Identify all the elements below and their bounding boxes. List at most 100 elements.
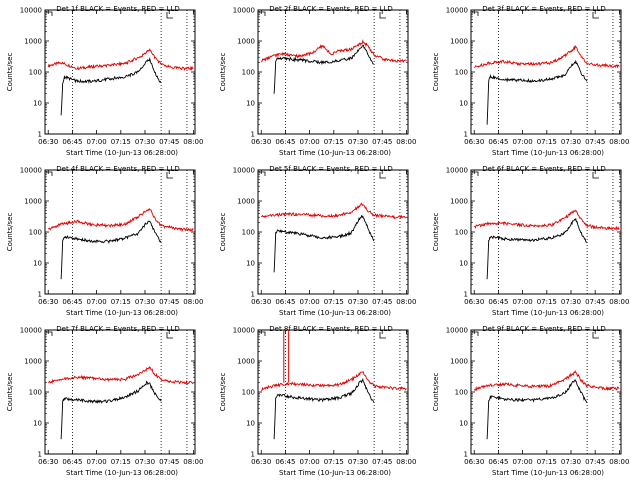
- bracket-mark: [259, 331, 266, 336]
- y-tick-label: 1: [251, 451, 255, 459]
- detector-panel-3: Det 3f BLACK = Events, RED = LLD Counts/s…: [432, 5, 629, 157]
- lld-series-line: [261, 39, 407, 64]
- y-tick-label: 10000: [233, 167, 255, 175]
- panel-title: Det 3f BLACK = Events, RED = LLD: [482, 5, 605, 13]
- y-tick-label: 1: [38, 451, 42, 459]
- x-tick-label: 07:45: [159, 458, 179, 466]
- y-tick-label: 10: [459, 260, 468, 268]
- detector-panel-1: Det 1f BLACK = Events, RED = LLD Counts/s…: [6, 5, 203, 157]
- panel-title: Det 7f BLACK = Events, RED = LLD: [56, 325, 179, 333]
- events-series-line: [273, 214, 375, 273]
- x-tick-label: 08:00: [396, 138, 416, 146]
- y-axis-label: Counts/sec: [6, 53, 14, 92]
- events-series-line: [273, 44, 375, 94]
- y-axis-label: Counts/sec: [219, 53, 227, 92]
- x-tick-label: 06:45: [62, 138, 82, 146]
- y-tick-label: 1000: [450, 358, 468, 366]
- x-tick-label: 06:45: [275, 458, 295, 466]
- x-tick-label: 07:15: [111, 138, 131, 146]
- lld-series-line: [261, 371, 407, 392]
- plot-frame: [257, 169, 409, 295]
- bracket-mark: [379, 12, 386, 19]
- panel-title: Det 8f BLACK = Events, RED = LLD: [269, 325, 392, 333]
- y-axis-label: Counts/sec: [6, 213, 14, 252]
- x-tick-label: 06:30: [38, 458, 58, 466]
- y-tick-label: 1000: [450, 198, 468, 206]
- x-tick-label: 07:15: [537, 458, 557, 466]
- lld-series-line: [473, 369, 620, 392]
- x-tick-label: 08:00: [183, 458, 203, 466]
- detector-panel-8: Det 8f BLACK = Events, RED = LLD Counts/s…: [219, 325, 416, 477]
- detector-panel-9: Det 9f BLACK = Events, RED = LLD Counts/s…: [432, 325, 629, 477]
- x-tick-label: 06:45: [62, 458, 82, 466]
- x-tick-label: 07:00: [87, 458, 107, 466]
- x-tick-label: 08:00: [609, 458, 629, 466]
- plot-frame: [44, 169, 196, 295]
- y-tick-label: 100: [29, 389, 42, 397]
- x-axis-label: Start Time (10-Jun-13 06:28:00): [66, 469, 178, 477]
- x-tick-label: 07:15: [111, 458, 131, 466]
- y-tick-label: 1: [251, 291, 255, 299]
- x-tick-label: 07:45: [372, 138, 392, 146]
- y-axis-label: Counts/sec: [432, 53, 440, 92]
- y-tick-label: 1: [251, 131, 255, 139]
- plot-frame: [257, 9, 409, 135]
- y-tick-label: 10: [33, 100, 42, 108]
- y-tick-label: 100: [455, 389, 468, 397]
- x-tick-label: 06:30: [251, 138, 271, 146]
- x-tick-label: 08:00: [609, 138, 629, 146]
- y-tick-label: 1: [464, 451, 468, 459]
- y-tick-label: 1: [464, 291, 468, 299]
- bracket-mark: [379, 332, 386, 339]
- bracket-mark: [166, 172, 173, 179]
- x-tick-label: 07:15: [537, 138, 557, 146]
- x-tick-label: 06:45: [488, 138, 508, 146]
- bracket-mark: [46, 11, 53, 16]
- x-tick-label: 06:30: [38, 298, 58, 306]
- y-axis-label: Counts/sec: [432, 373, 440, 412]
- lld-series-line: [48, 365, 194, 385]
- x-tick-label: 07:45: [159, 298, 179, 306]
- y-tick-label: 1000: [237, 198, 255, 206]
- x-tick-label: 07:30: [348, 138, 368, 146]
- x-tick-label: 07:00: [513, 298, 533, 306]
- events-series-line: [60, 57, 162, 116]
- panel-title: Det 9f BLACK = Events, RED = LLD: [482, 325, 605, 333]
- y-tick-label: 100: [455, 69, 468, 77]
- y-tick-label: 100: [29, 229, 42, 237]
- x-axis-label: Start Time (10-Jun-13 06:28:00): [279, 469, 391, 477]
- x-tick-label: 07:30: [135, 298, 155, 306]
- y-tick-label: 10000: [20, 7, 42, 15]
- x-tick-label: 07:00: [87, 298, 107, 306]
- bracket-mark: [46, 171, 53, 176]
- bracket-mark: [379, 172, 386, 179]
- x-tick-label: 06:30: [251, 298, 271, 306]
- x-tick-label: 07:30: [561, 298, 581, 306]
- y-tick-label: 10: [33, 420, 42, 428]
- y-tick-label: 1000: [450, 38, 468, 46]
- y-tick-label: 10000: [446, 7, 468, 15]
- panel-title: Det 2f BLACK = Events, RED = LLD: [269, 5, 392, 13]
- y-axis-label: Counts/sec: [432, 213, 440, 252]
- bracket-mark: [46, 331, 53, 336]
- plot-frame: [257, 329, 409, 455]
- bracket-mark: [592, 12, 599, 19]
- y-tick-label: 1000: [24, 38, 42, 46]
- bracket-mark: [592, 332, 599, 339]
- detector-panel-4: Det 4f BLACK = Events, RED = LLD Counts/s…: [6, 165, 203, 317]
- events-series-line: [60, 220, 162, 280]
- plot-frame: [470, 329, 622, 455]
- x-tick-label: 06:45: [275, 138, 295, 146]
- y-tick-label: 1: [464, 131, 468, 139]
- y-tick-label: 100: [242, 389, 255, 397]
- detector-panel-7: Det 7f BLACK = Events, RED = LLD Counts/s…: [6, 325, 203, 477]
- x-tick-label: 06:45: [488, 298, 508, 306]
- plot-frame: [470, 169, 622, 295]
- x-tick-label: 07:45: [585, 298, 605, 306]
- events-series-line: [60, 380, 162, 440]
- y-tick-label: 10: [246, 420, 255, 428]
- x-tick-label: 07:45: [585, 458, 605, 466]
- x-tick-label: 08:00: [396, 458, 416, 466]
- y-tick-label: 1000: [237, 38, 255, 46]
- bracket-mark: [472, 331, 479, 336]
